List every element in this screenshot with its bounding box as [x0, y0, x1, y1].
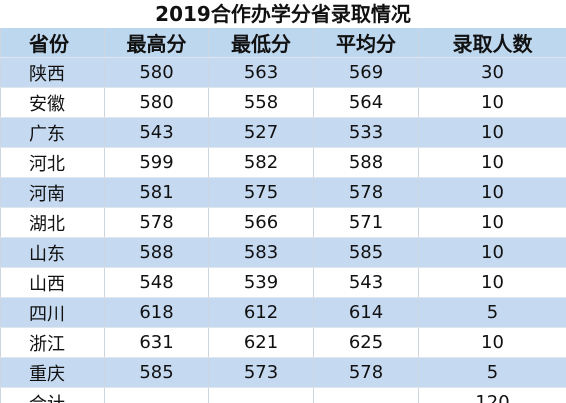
header-row: 省份 最高分 最低分 平均分 录取人数	[0, 28, 566, 58]
table-cell: 573	[208, 357, 314, 388]
table-cell: 575	[208, 177, 314, 208]
table-body: 省份 最高分 最低分 平均分 录取人数 陕西 580 563 569 30 安徽 580 558 564 1…	[0, 28, 566, 403]
table-cell: 612	[208, 297, 314, 328]
data-row: 河南 581 575 578 10	[0, 177, 566, 208]
table-cell: 10	[418, 87, 566, 118]
table-cell: 580	[104, 57, 209, 88]
table-cell: 10	[418, 237, 566, 268]
table-cell: 563	[208, 57, 314, 88]
table-cell: 539	[208, 267, 314, 298]
empty-cell	[208, 387, 314, 403]
table-cell: 最高分	[104, 28, 209, 58]
table-cell: 566	[208, 207, 314, 238]
table-cell: 山东	[0, 237, 105, 268]
table-cell: 578	[313, 357, 419, 388]
table-cell: 621	[208, 327, 314, 358]
data-row: 河北 599 582 588 10	[0, 147, 566, 178]
table-title: 2019合作办学分省录取情况	[155, 2, 411, 26]
table-cell: 浙江	[0, 327, 105, 358]
data-row: 重庆 585 573 578 5	[0, 357, 566, 388]
table-cell: 588	[313, 147, 419, 178]
data-row: 山西 548 539 543 10	[0, 267, 566, 298]
table-cell: 10	[418, 117, 566, 148]
data-row: 湖北 578 566 571 10	[0, 207, 566, 238]
table-cell: 山西	[0, 267, 105, 298]
table-cell: 录取人数	[418, 28, 566, 58]
table-cell: 河南	[0, 177, 105, 208]
table-cell: 599	[104, 147, 209, 178]
table-cell: 578	[313, 177, 419, 208]
table-cell: 河北	[0, 147, 105, 178]
table-cell: 588	[104, 237, 209, 268]
table-cell: 558	[208, 87, 314, 118]
data-row: 广东 543 527 533 10	[0, 117, 566, 148]
table-cell: 四川	[0, 297, 105, 328]
table-cell: 10	[418, 177, 566, 208]
table-cell: 重庆	[0, 357, 105, 388]
table-cell: 合计	[0, 387, 105, 403]
table-cell: 30	[418, 57, 566, 88]
table-cell: 569	[313, 57, 419, 88]
table-cell: 618	[104, 297, 209, 328]
table-cell: 625	[313, 327, 419, 358]
table-cell: 580	[104, 87, 209, 118]
empty-cell	[104, 387, 209, 403]
table-cell: 578	[104, 207, 209, 238]
data-row: 山东 588 583 585 10	[0, 237, 566, 268]
table-cell: 631	[104, 327, 209, 358]
data-row: 安徽 580 558 564 10	[0, 87, 566, 118]
table-cell: 585	[313, 237, 419, 268]
admission-table: 省份 最高分 最低分 平均分 录取人数 陕西 580 563 569 30 安徽 580 558 564 1…	[0, 28, 566, 403]
table-cell: 582	[208, 147, 314, 178]
table-cell: 614	[313, 297, 419, 328]
table-cell: 湖北	[0, 207, 105, 238]
table-cell: 10	[418, 207, 566, 238]
table-cell: 最低分	[208, 28, 314, 58]
table-cell: 585	[104, 357, 209, 388]
table-cell: 5	[418, 297, 566, 328]
table-cell: 安徽	[0, 87, 105, 118]
table-cell: 548	[104, 267, 209, 298]
data-row: 四川 618 612 614 5	[0, 297, 566, 328]
table-cell: 543	[104, 117, 209, 148]
empty-cell	[313, 387, 419, 403]
table-cell: 平均分	[313, 28, 419, 58]
table-cell: 陕西	[0, 57, 105, 88]
table-cell: 5	[418, 357, 566, 388]
data-row: 浙江 631 621 625 10	[0, 327, 566, 358]
table-cell: 省份	[0, 28, 105, 58]
table-cell: 583	[208, 237, 314, 268]
table-cell: 120	[418, 387, 566, 403]
table-cell: 10	[418, 267, 566, 298]
table-cell: 533	[313, 117, 419, 148]
table-cell: 581	[104, 177, 209, 208]
table-cell: 10	[418, 147, 566, 178]
table-cell: 527	[208, 117, 314, 148]
table-cell: 10	[418, 327, 566, 358]
table-cell: 571	[313, 207, 419, 238]
table-cell: 564	[313, 87, 419, 118]
table-cell: 543	[313, 267, 419, 298]
total-row: 合计 120	[0, 387, 566, 403]
table-cell: 广东	[0, 117, 105, 148]
data-row: 陕西 580 563 569 30	[0, 57, 566, 88]
